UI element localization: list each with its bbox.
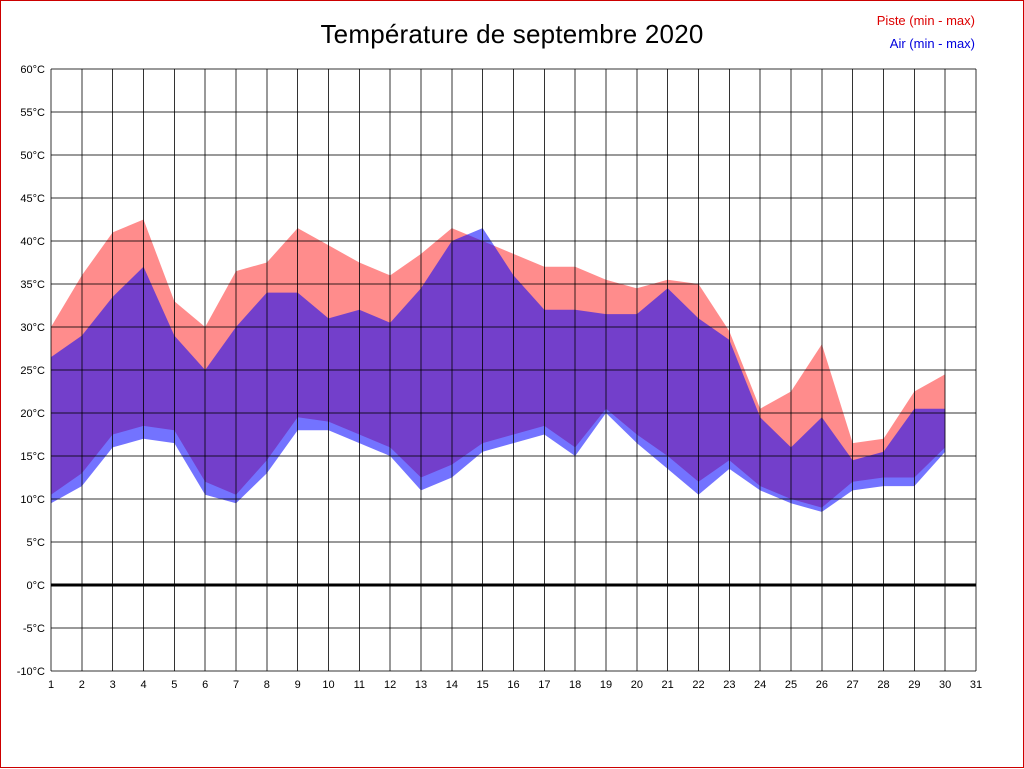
svg-text:7: 7 (233, 679, 239, 691)
svg-text:30: 30 (939, 679, 951, 691)
svg-text:23: 23 (723, 679, 735, 691)
svg-text:1: 1 (48, 679, 54, 691)
svg-text:17: 17 (538, 679, 550, 691)
svg-text:20°C: 20°C (20, 408, 45, 420)
svg-text:11: 11 (354, 679, 365, 691)
svg-text:10: 10 (322, 679, 334, 691)
svg-text:25°C: 25°C (20, 365, 45, 377)
svg-text:5: 5 (171, 679, 177, 691)
svg-text:60°C: 60°C (20, 64, 45, 76)
svg-text:35°C: 35°C (20, 279, 45, 291)
chart-title: Température de septembre 2020 (320, 19, 704, 49)
svg-text:15°C: 15°C (20, 451, 45, 463)
svg-text:26: 26 (816, 679, 828, 691)
svg-text:55°C: 55°C (20, 107, 45, 119)
svg-text:13: 13 (415, 679, 427, 691)
svg-text:30°C: 30°C (20, 322, 45, 334)
legend: Piste (min - max) Air (min - max) (877, 9, 975, 55)
svg-text:45°C: 45°C (20, 193, 45, 205)
svg-text:2: 2 (79, 679, 85, 691)
svg-text:29: 29 (908, 679, 920, 691)
svg-text:9: 9 (295, 679, 301, 691)
svg-text:10°C: 10°C (20, 494, 45, 506)
svg-text:-10°C: -10°C (17, 666, 45, 678)
svg-text:4: 4 (140, 679, 146, 691)
legend-item-piste: Piste (min - max) (876, 13, 975, 28)
svg-text:6: 6 (202, 679, 208, 691)
svg-text:14: 14 (446, 679, 458, 691)
svg-text:21: 21 (662, 679, 674, 691)
svg-text:24: 24 (754, 679, 766, 691)
svg-text:22: 22 (692, 679, 704, 691)
svg-text:8: 8 (264, 679, 270, 691)
svg-text:0°C: 0°C (27, 580, 46, 592)
svg-text:27: 27 (847, 679, 859, 691)
svg-text:31: 31 (970, 679, 982, 691)
svg-text:-5°C: -5°C (23, 623, 45, 635)
svg-text:16: 16 (507, 679, 519, 691)
svg-text:20: 20 (631, 679, 643, 691)
svg-text:50°C: 50°C (20, 150, 45, 162)
svg-text:5°C: 5°C (27, 537, 46, 549)
svg-text:3: 3 (110, 679, 116, 691)
svg-text:15: 15 (477, 679, 489, 691)
svg-text:28: 28 (877, 679, 889, 691)
legend-item-air: Air (min - max) (889, 36, 975, 51)
svg-text:12: 12 (384, 679, 396, 691)
svg-text:19: 19 (600, 679, 612, 691)
svg-text:40°C: 40°C (20, 236, 45, 248)
svg-text:18: 18 (569, 679, 581, 691)
svg-text:25: 25 (785, 679, 797, 691)
